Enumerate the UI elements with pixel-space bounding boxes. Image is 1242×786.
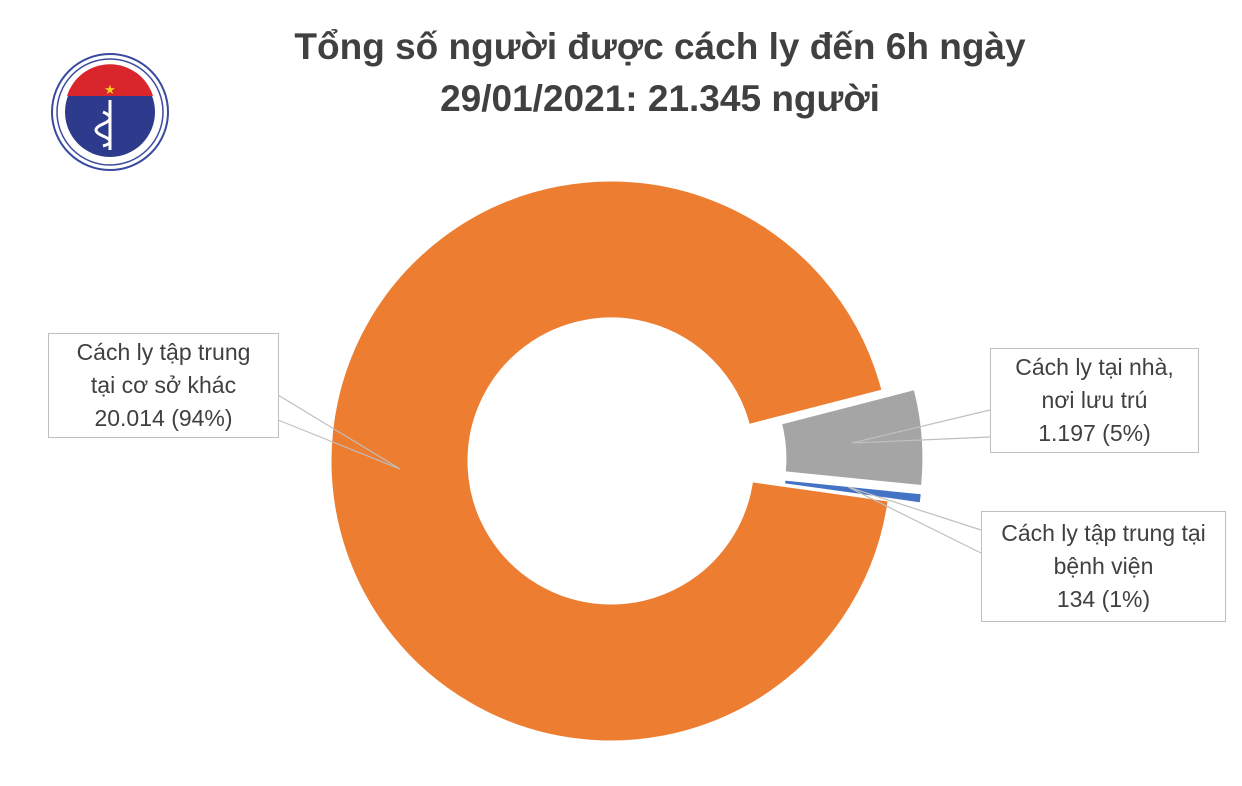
data-label-line: tại cơ sở khác bbox=[90, 372, 237, 398]
svg-text:★: ★ bbox=[104, 82, 116, 97]
chart-title-line2: 29/01/2021: 21.345 người bbox=[440, 78, 880, 119]
donut-slice-2 bbox=[781, 477, 925, 506]
data-label-line: Cách ly tại nhà, bbox=[1015, 354, 1174, 380]
ministry-of-health-logo-icon: ★ bbox=[51, 53, 169, 171]
data-label-slice-0: Cách ly tập trung tại cơ sở khác 20.014 … bbox=[48, 333, 279, 438]
data-label-line: Cách ly tập trung tại bbox=[1001, 520, 1206, 546]
data-label-value: 20.014 (94%) bbox=[94, 405, 233, 431]
data-label-slice-1: Cách ly tại nhà, nơi lưu trú 1.197 (5%) bbox=[990, 348, 1199, 453]
data-label-slice-2: Cách ly tập trung tại bệnh viện 134 (1%) bbox=[981, 511, 1226, 622]
data-label-line: Cách ly tập trung bbox=[76, 339, 251, 365]
data-label-line: nơi lưu trú bbox=[1041, 387, 1148, 413]
leader-line-slice-0 bbox=[277, 394, 401, 470]
data-label-line: bệnh viện bbox=[1053, 553, 1154, 579]
data-label-value: 134 (1%) bbox=[1056, 586, 1151, 612]
leader-line-slice-1 bbox=[851, 409, 991, 444]
donut-slice-1 bbox=[778, 386, 926, 489]
data-label-value: 1.197 (5%) bbox=[1038, 420, 1151, 446]
donut-slice-0 bbox=[328, 178, 891, 744]
chart-title-line1: Tổng số người được cách ly đến 6h ngày bbox=[294, 26, 1026, 67]
leader-line-slice-2 bbox=[847, 486, 982, 554]
